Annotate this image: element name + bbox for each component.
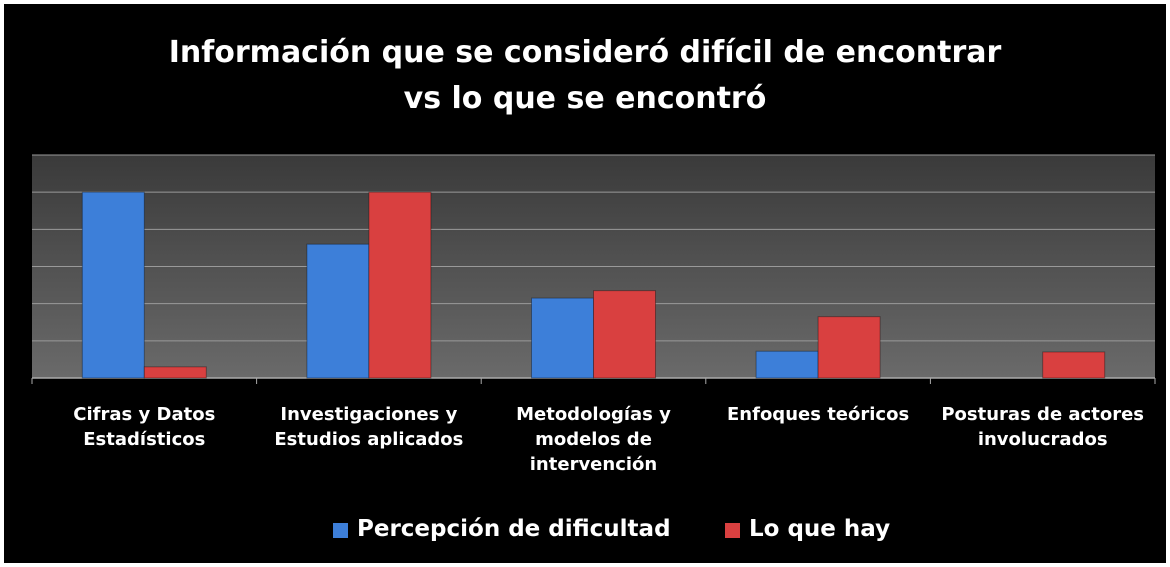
x-tick-label: Metodologías y modelos de intervención <box>516 404 671 475</box>
x-tick-label: Cifras y Datos Estadísticos <box>73 404 216 450</box>
bar <box>531 297 594 379</box>
bar <box>143 366 207 379</box>
bar <box>81 191 145 379</box>
bar <box>817 316 881 379</box>
legend-swatch <box>725 523 740 538</box>
x-tick-label: Investigaciones y Estudios aplicados <box>274 404 464 450</box>
chart-title: Información que se consideró difícil de … <box>168 35 1002 116</box>
legend-swatch <box>333 523 348 538</box>
bar <box>1042 351 1106 379</box>
bar <box>755 350 819 379</box>
bar <box>306 243 370 379</box>
x-tick-label: Posturas de actores involucrados <box>941 404 1144 450</box>
bar <box>368 191 432 379</box>
legend-label: Lo que hay <box>749 516 891 542</box>
x-tick-label: Enfoques teóricos <box>727 404 910 425</box>
bar <box>593 290 656 379</box>
legend-label: Percepción de dificultad <box>357 516 671 542</box>
